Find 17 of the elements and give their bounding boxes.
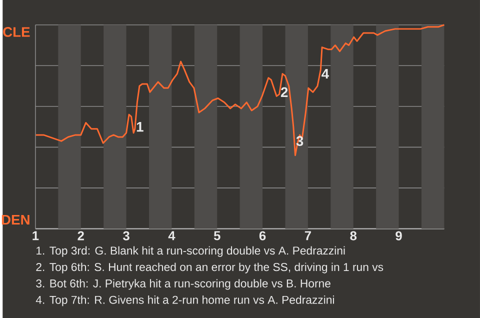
text: 3. Bot 6th: J. Pietryka hit a run-scoring double vs B. Horne [36,279,330,290]
x-tick-label: 8 [350,231,357,240]
text: 1. Top 3rd: G. Blank hit a run-scoring double vs A. Pedrazzini [36,246,345,257]
x-tick-label: 4 [168,231,176,240]
annotation: 1 [136,122,144,132]
text: CLE [3,26,30,37]
x-tick-label: 3 [123,231,130,240]
x-tick-label: 9 [396,231,402,240]
annotation: 2 [280,87,288,97]
text: 2. Top 6th: S. Hunt reached on an error by the SS, driving in 1 run vs [36,262,384,274]
x-tick-label: 7 [304,231,311,240]
x-tick-label: 1 [32,231,39,240]
annotation: 4 [322,68,329,78]
x-tick-label: 5 [214,231,220,240]
text: 4. Top 7th: R. Givens hit a 2-run home run vs A. Pedrazzini [36,295,334,306]
x-tick-label: 6 [259,231,266,240]
x-tick-label: 2 [78,231,84,240]
